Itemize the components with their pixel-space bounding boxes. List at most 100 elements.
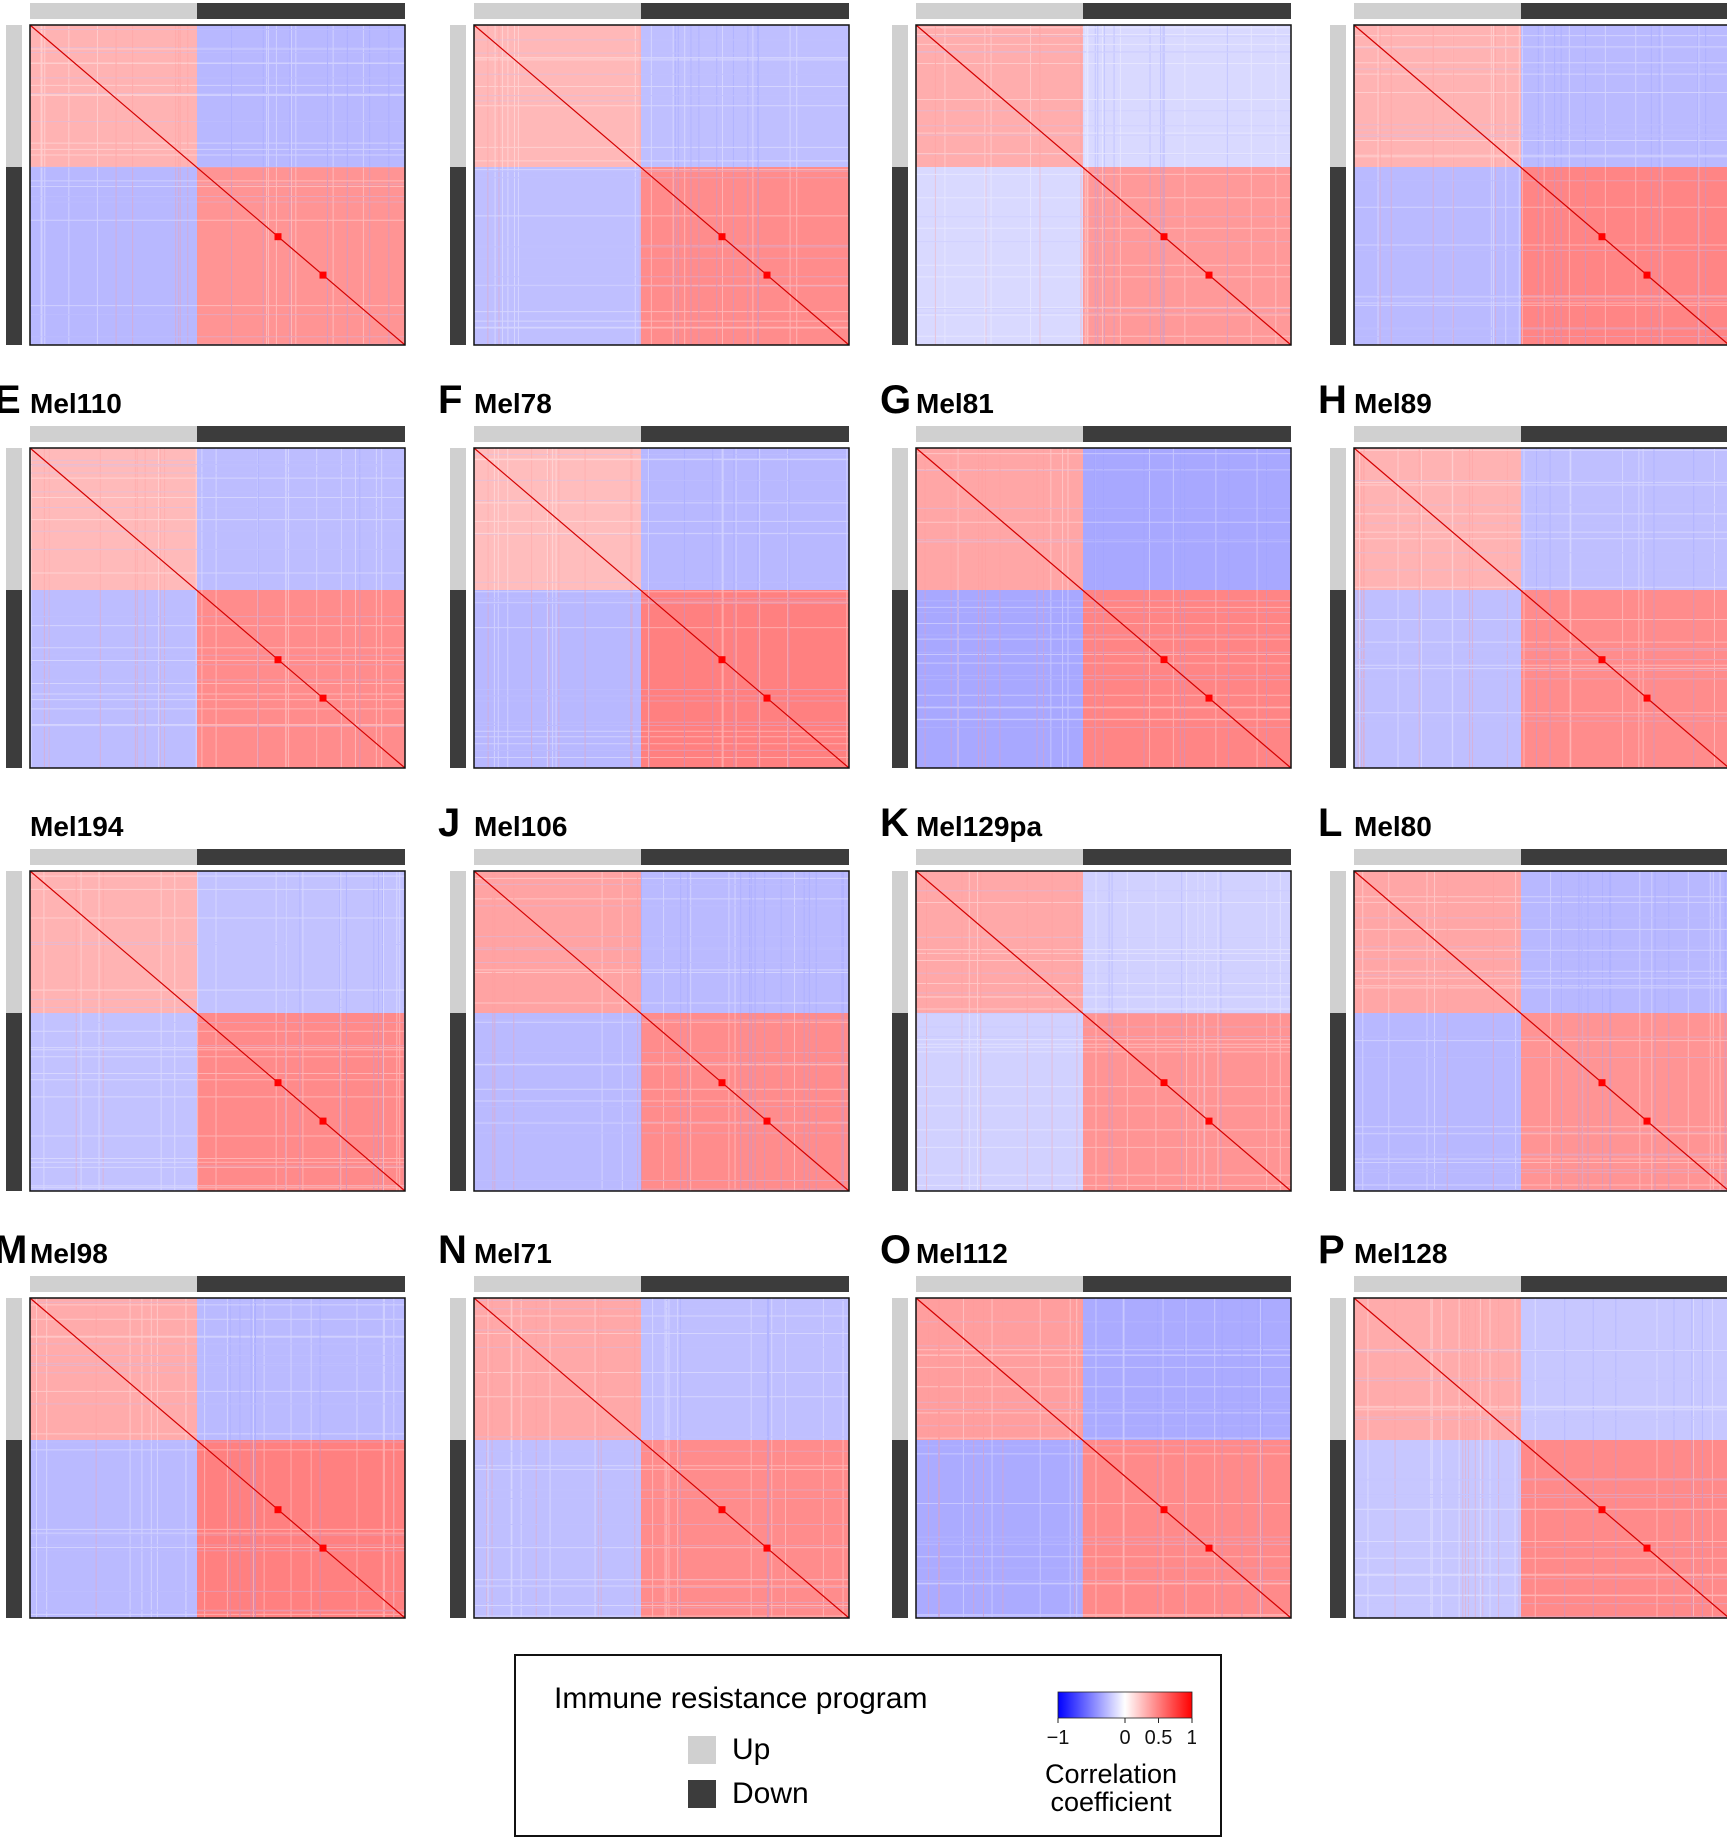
block-up-down (1083, 1298, 1291, 1440)
block-up-down (1083, 25, 1291, 167)
annotation-bar-down-side (6, 1440, 22, 1618)
annotation-bar-up-top (1354, 849, 1521, 865)
heatmap-texture (474, 448, 849, 768)
block-up-down (197, 448, 405, 590)
legend-label-down: Down (732, 1777, 809, 1810)
annotation-bar-down-top (641, 849, 849, 865)
heatmap-texture (474, 1298, 849, 1618)
diagonal-cluster (718, 1079, 726, 1087)
diagonal-cluster (718, 656, 726, 664)
annotation-bar-down-top (1083, 3, 1291, 19)
panel-letter: N (438, 1228, 467, 1272)
annotation-bar-up-top (30, 3, 197, 19)
panel-letter: K (880, 801, 909, 845)
annotation-bar-down-top (1521, 849, 1727, 865)
annotation-bar-up-top (30, 1276, 197, 1292)
annotation-bar-down-top (641, 3, 849, 19)
annotation-bar-up-top (474, 426, 641, 442)
block-up-down (197, 871, 405, 1013)
diagonal-cluster (1160, 1506, 1168, 1514)
heatmap-border (1353, 870, 1727, 1192)
diagonal-cluster (763, 694, 771, 702)
block-down-up (30, 1440, 197, 1618)
block-up-down (1083, 448, 1291, 590)
annotation-bar-up-side (1330, 448, 1346, 590)
annotation-bar-up-side (6, 871, 22, 1013)
annotation-bar-down-side (450, 1440, 466, 1618)
correlation-heatmap (892, 849, 1292, 1192)
diagonal-cluster (1160, 656, 1168, 664)
legend-swatch-down (688, 1780, 716, 1808)
diagonal-line (473, 870, 850, 1192)
colorbar-tick-label: −1 (1047, 1727, 1070, 1749)
annotation-bar-down-top (1083, 1276, 1291, 1292)
annotation-bar-down-side (6, 590, 22, 768)
heatmap-panel (6, 0, 430, 346)
diagonal-line (915, 447, 1292, 769)
panel-title: Mel71 (474, 1238, 552, 1269)
diagonal-cluster (1205, 694, 1213, 702)
annotation-bar-up-side (892, 448, 908, 590)
block-up-down (641, 871, 849, 1013)
panel-title: Mel194 (30, 811, 124, 842)
diagonal-cluster (718, 233, 726, 241)
colorbar-title: Correlation coefficient (1036, 1760, 1186, 1816)
colorbar: −1 0 0.5 1 (1047, 1691, 1196, 1749)
heatmap-texture (30, 871, 405, 1191)
annotation-bar-up-side (450, 1298, 466, 1440)
diagonal-cluster (274, 1079, 282, 1087)
diagonal-line (1353, 24, 1727, 345)
annotation-bar-up-side (450, 448, 466, 590)
panel-letter: E (0, 378, 21, 422)
panel-title: Mel128 (1354, 1238, 1448, 1269)
heatmap-texture (1354, 447, 1727, 768)
colorbar-gradient (1057, 1691, 1193, 1719)
correlation-heatmap (892, 1276, 1292, 1619)
block-down-up (916, 1013, 1083, 1191)
diagonal-line (1353, 447, 1727, 768)
block-up-down (641, 448, 849, 590)
heatmap-panel: N Mel71 (438, 1230, 874, 1619)
annotation-bar-up-top (30, 426, 197, 442)
diagonal-line (473, 24, 850, 346)
annotation-bar-down-side (450, 1013, 466, 1191)
colorbar-tick-label: 1 (1186, 1727, 1196, 1749)
annotation-bar-down-side (450, 167, 466, 345)
correlation-heatmap (450, 1276, 850, 1619)
legend-title: Immune resistance program (554, 1682, 928, 1715)
panel-title: Mel89 (1354, 388, 1432, 419)
colorbar-title-line1: Correlation (1044, 1759, 1178, 1789)
heatmap-texture (30, 1298, 405, 1618)
heatmap-panel: L Mel80 (1318, 803, 1727, 1192)
colorbar-tick-label: 0 (1119, 1727, 1130, 1749)
legend-label-up: Up (732, 1733, 771, 1766)
diagonal-line (915, 870, 1292, 1192)
heatmap-panel: G Mel81 (880, 380, 1316, 769)
heatmap-border (915, 24, 1292, 346)
annotation-bar-up-side (892, 1298, 908, 1440)
annotation-bar-up-top (916, 3, 1083, 19)
annotation-bar-up-top (30, 849, 197, 865)
diagonal-cluster (274, 233, 282, 241)
annotation-bar-down-top (1521, 426, 1727, 442)
annotation-bar-down-top (197, 849, 405, 865)
heatmap-panel: O Mel112 (880, 1230, 1316, 1619)
heatmap-panel: F Mel78 (438, 380, 874, 769)
annotation-bar-up-side (1330, 1298, 1346, 1440)
heatmap-panel (892, 0, 1316, 346)
annotation-bar-down-side (892, 590, 908, 768)
annotation-bar-down-top (197, 3, 405, 19)
diagonal-line (1353, 870, 1727, 1191)
heatmap-texture (916, 448, 1291, 768)
diagonal-line (915, 24, 1292, 346)
block-up-down (197, 25, 405, 167)
block-down-up (1354, 590, 1521, 768)
heatmap-texture (474, 871, 849, 1191)
correlation-heatmap (892, 3, 1292, 346)
annotation-bar-down-top (197, 1276, 405, 1292)
diagonal-cluster (1643, 1117, 1651, 1125)
heatmap-texture (30, 448, 405, 768)
block-down-up (30, 590, 197, 768)
annotation-bar-up-top (916, 1276, 1083, 1292)
